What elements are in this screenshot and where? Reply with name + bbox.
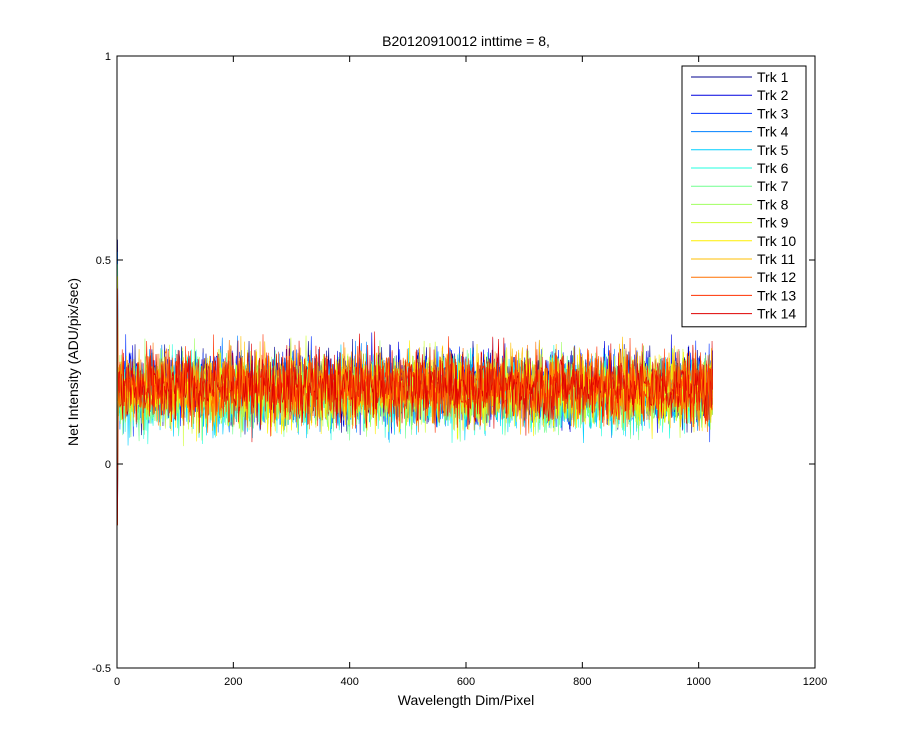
x-tick-label: 0	[114, 676, 120, 688]
legend-box	[681, 65, 807, 328]
series-line-trk-14	[117, 331, 713, 526]
legend: Trk 1 Trk 2 Trk 3 Trk 4 Trk 5 Trk 6 Trk 7 Trk 8…	[681, 65, 807, 328]
x-tick-label: 200	[224, 676, 242, 688]
x-axis-label: Wavelength Dim/Pixel	[398, 692, 534, 708]
chart-title: B20120910012 inttime = 8,	[382, 33, 550, 49]
legend-label: Trk 3	[757, 105, 789, 121]
x-tick-label: 1200	[803, 676, 827, 688]
y-axis-label: Net Intensity (ADU/pix/sec)	[65, 278, 81, 446]
x-tick-label: 400	[340, 676, 358, 688]
x-axis: 0 200 400 600 800 1000 1200	[114, 56, 827, 688]
y-axis: -0.5 0 0.5 1	[92, 51, 815, 675]
series-layer	[117, 239, 713, 526]
legend-label: Trk 7	[757, 178, 789, 194]
legend-label: Trk 5	[757, 142, 789, 158]
legend-label: Trk 1	[757, 69, 789, 85]
y-tick-label: -0.5	[92, 663, 111, 675]
x-tick-label: 800	[573, 676, 591, 688]
legend-label: Trk 6	[757, 160, 789, 176]
series-line-trk-13	[117, 288, 713, 437]
legend-label: Trk 14	[757, 306, 796, 322]
y-tick-label: 1	[105, 51, 111, 63]
x-tick-label: 600	[457, 676, 475, 688]
legend-label: Trk 8	[757, 196, 789, 212]
y-tick-label: 0.5	[96, 255, 111, 267]
legend-label: Trk 4	[757, 124, 789, 140]
legend-label: Trk 13	[757, 287, 796, 303]
legend-label: Trk 11	[757, 251, 795, 267]
x-tick-label: 1000	[686, 676, 710, 688]
legend-label: Trk 10	[757, 233, 796, 249]
legend-label: Trk 2	[757, 87, 789, 103]
y-tick-label: 0	[105, 459, 111, 471]
legend-label: Trk 9	[757, 215, 789, 231]
legend-label: Trk 12	[757, 269, 796, 285]
